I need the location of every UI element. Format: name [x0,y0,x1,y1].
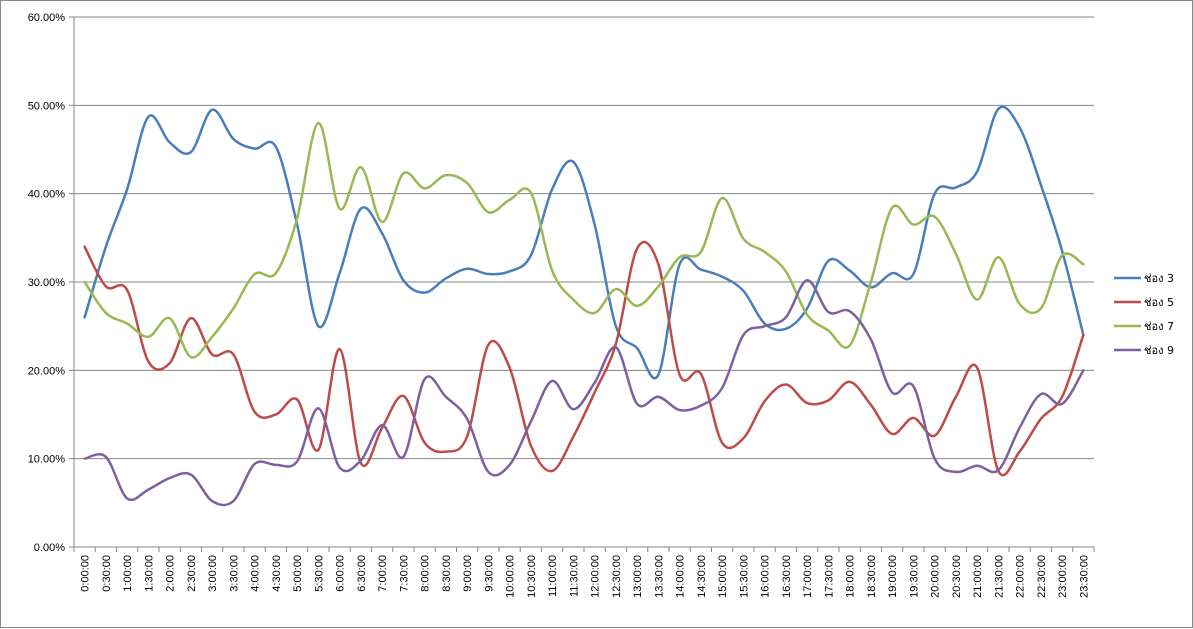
x-tick-label: 19:00:00 [887,555,899,598]
x-tick-label: 18:30:00 [866,555,878,598]
x-tick-label: 9:00:00 [462,555,474,592]
series-line-3 [83,121,1085,359]
x-tick-label: 11:30:00 [568,555,580,597]
x-tick-label: 5:00:00 [292,555,304,592]
x-tick-label: 17:30:00 [823,555,835,598]
x-tick-label: 22:00:00 [1015,555,1027,598]
y-tick-label: 0.00% [34,542,65,554]
x-tick-label: 15:30:00 [738,555,750,598]
legend-label: ช่อง 5 [1144,296,1174,309]
x-tick-label: 6:00:00 [335,555,347,592]
series-line-4 [83,278,1085,507]
legend-label: ช่อง 3 [1144,272,1174,285]
x-tick-label: 0:30:00 [101,555,113,592]
x-tick-label: 13:30:00 [653,555,665,598]
x-tick-label: 23:30:00 [1078,555,1090,598]
x-tick-label: 16:30:00 [781,555,793,598]
x-tick-label: 14:30:00 [696,555,708,598]
x-tick-label: 12:30:00 [611,555,623,598]
x-tick-label: 21:00:00 [972,555,984,598]
x-tick-label: 8:00:00 [420,555,432,592]
axes [69,16,1095,552]
x-tick-label: 8:30:00 [441,555,453,592]
x-tick-label: 0:00:00 [80,555,92,592]
series-line-2 [83,240,1085,477]
series-lines [83,105,1085,507]
x-tick-label: 9:30:00 [483,555,495,592]
x-tick-label: 5:30:00 [313,555,325,592]
x-tick-label: 13:00:00 [632,555,644,598]
x-tick-label: 23:00:00 [1057,555,1069,598]
x-tick-label: 12:00:00 [590,555,602,598]
y-tick-label: 50.00% [28,100,66,112]
x-tick-label: 7:30:00 [398,555,410,592]
gridlines [74,16,1094,460]
x-tick-label: 14:00:00 [675,555,687,598]
y-tick-label: 20.00% [28,365,66,377]
x-tick-label: 7:00:00 [377,555,389,592]
y-tick-label: 60.00% [28,12,66,24]
x-tick-label: 1:00:00 [122,555,134,592]
x-tick-label: 6:30:00 [356,555,368,592]
x-tick-label: 4:00:00 [250,555,262,592]
x-tick-label: 3:00:00 [207,555,219,592]
x-tick-label: 1:30:00 [143,555,155,592]
x-tick-label: 15:00:00 [717,555,729,598]
x-tick-label: 21:30:00 [993,555,1005,598]
x-tick-label: 20:30:00 [951,555,963,598]
series-line-1 [83,105,1085,380]
y-axis-tick-labels: 0.00% 10.00% 20.00% 30.00% 40.00% 50.00% 60.00… [28,12,66,554]
x-tick-label: 20:00:00 [930,555,942,598]
x-axis-tick-labels: 0:00:00 0:30:00 1:00:00 1:30:00 2:00:00 2:30:… [80,555,1091,598]
x-tick-label: 19:30:00 [908,555,920,598]
x-tick-label: 10:00:00 [505,555,517,598]
x-tick-label: 11:00:00 [547,555,559,597]
x-tick-label: 10:30:00 [526,555,538,598]
legend-label: ช่อง 7 [1144,320,1174,333]
legend-label: ช่อง 9 [1144,344,1174,357]
y-tick-label: 30.00% [28,277,66,289]
x-tick-label: 3:30:00 [228,555,240,592]
y-tick-label: 40.00% [28,189,66,201]
x-tick-label: 2:30:00 [186,555,198,592]
x-tick-label: 4:30:00 [271,555,283,592]
legend: ช่อง 3 ช่อง 5 ช่อง 7 ช่อง 9 [1114,272,1174,357]
x-tick-label: 22:30:00 [1036,555,1048,598]
x-tick-label: 17:00:00 [802,555,814,598]
y-tick-label: 10.00% [28,454,66,466]
x-tick-label: 2:00:00 [165,555,177,592]
x-tick-label: 18:00:00 [845,555,857,598]
x-tick-label: 16:00:00 [760,555,772,598]
